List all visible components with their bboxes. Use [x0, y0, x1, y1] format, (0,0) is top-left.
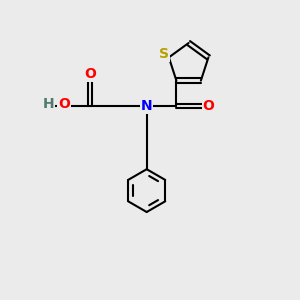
- Text: O: O: [58, 98, 70, 111]
- Text: O: O: [84, 67, 96, 81]
- Text: S: S: [159, 47, 170, 61]
- Text: N: N: [141, 99, 152, 113]
- Text: O: O: [202, 99, 214, 113]
- Text: H: H: [43, 98, 54, 111]
